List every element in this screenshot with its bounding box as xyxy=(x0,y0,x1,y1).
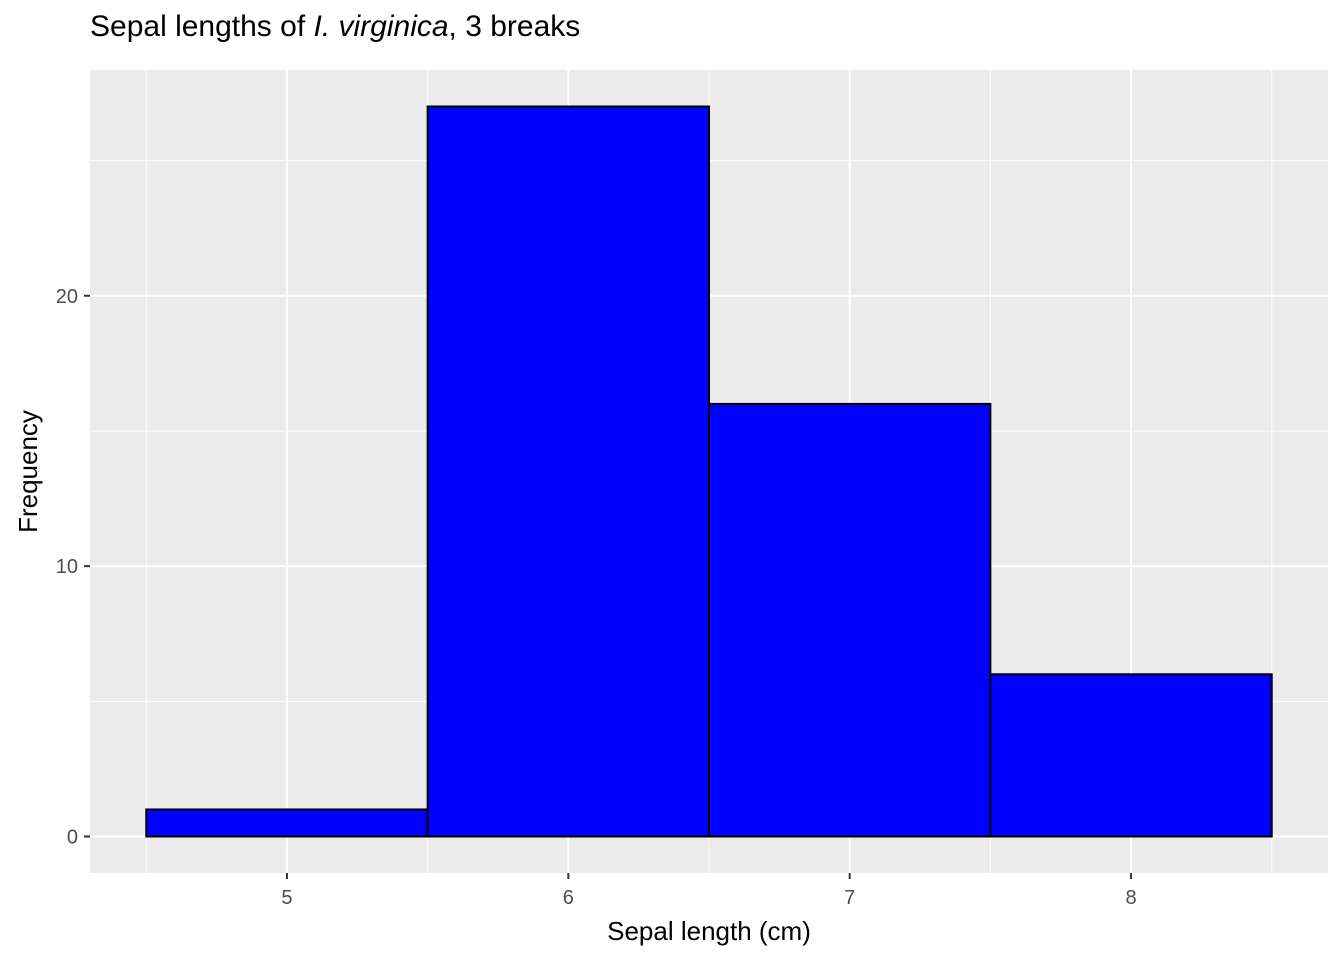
chart-title-species: I. virginica xyxy=(313,10,449,43)
x-tick-label: 8 xyxy=(1125,887,1136,909)
chart-title-suffix: , 3 breaks xyxy=(448,10,581,43)
x-tick-label: 7 xyxy=(844,887,855,909)
chart-title-prefix: Sepal lengths of xyxy=(90,10,314,43)
y-tick-label: 0 xyxy=(67,827,78,849)
x-axis-label: Sepal length (cm) xyxy=(607,916,811,946)
y-tick-label: 10 xyxy=(56,556,78,578)
chart-title: Sepal lengths of I. virginica, 3 breaks xyxy=(90,10,580,44)
histogram-bar xyxy=(145,808,429,838)
x-tick-label: 6 xyxy=(563,887,574,909)
y-tick-label: 20 xyxy=(56,286,78,308)
histogram-bars xyxy=(145,105,1273,838)
histogram-bar xyxy=(989,673,1273,838)
y-axis-label: Frequency xyxy=(13,410,43,533)
axes: 5 6 7 8 0 10 20 xyxy=(56,286,1137,909)
x-tick-label: 5 xyxy=(281,887,292,909)
histogram-bar xyxy=(708,402,992,838)
histogram-bar xyxy=(426,105,710,838)
